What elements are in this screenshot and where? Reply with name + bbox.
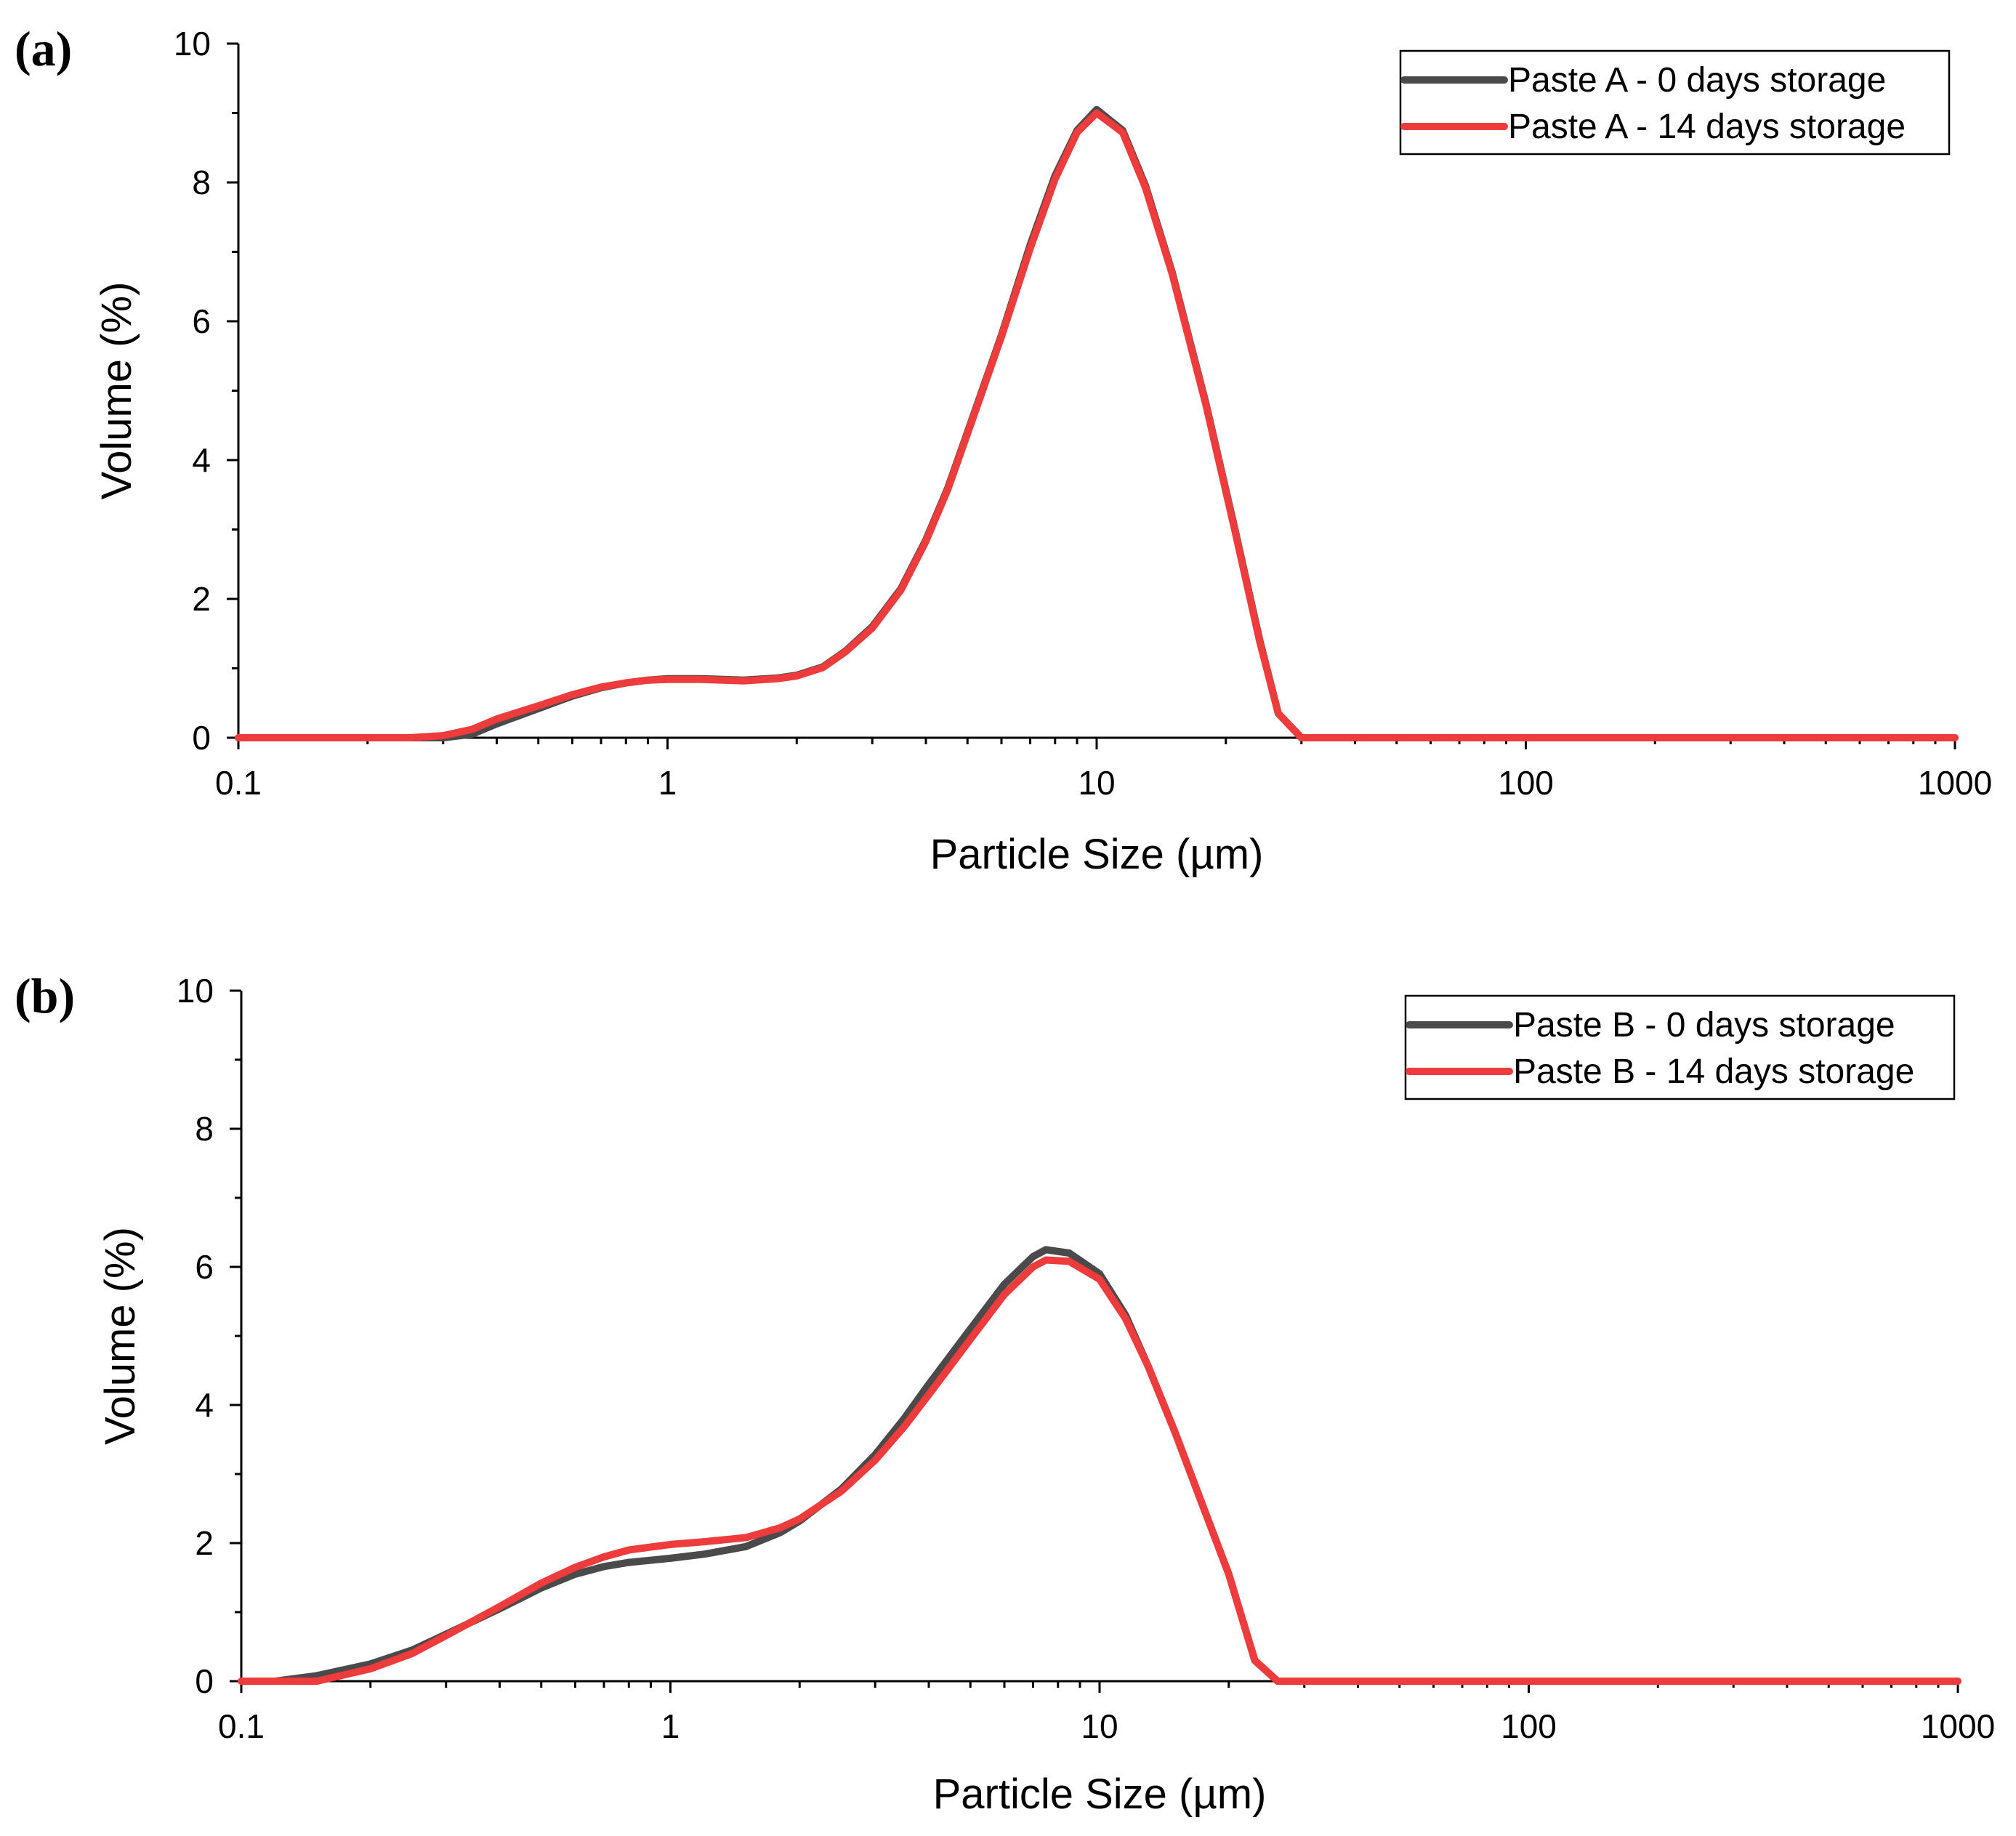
y-tick-label: 8 (195, 1110, 214, 1148)
series-line-0-days (238, 1246, 1961, 1685)
chart-b: 0.1 1 10 100 1000 0 2 4 6 8 10 Particle Size (µm) Vo… (15, 968, 1995, 1818)
y-tick-label: 2 (192, 580, 211, 618)
y-tick-label: 6 (195, 1248, 214, 1286)
panel-label: (a) (15, 21, 72, 76)
legend: Paste A - 0 days storage Paste A - 14 day… (1399, 49, 1951, 156)
x-tick-label: 0.1 (215, 764, 262, 802)
y-tick-label: 6 (192, 302, 211, 340)
series-line-14-days (235, 109, 1959, 741)
y-tick-label: 2 (195, 1524, 214, 1562)
chart-a: 0.1 1 10 100 1000 0 2 4 6 8 10 Particle Size (µm) Vo… (15, 21, 1992, 878)
y-tick-label: 0 (195, 1662, 214, 1700)
x-tick-label: 0.1 (218, 1707, 265, 1745)
series-line-14-days (238, 1256, 1961, 1685)
x-tick-label: 10 (1081, 1707, 1118, 1745)
legend-box (1404, 994, 1956, 1100)
legend-label: Paste B - 0 days storage (1513, 1006, 1895, 1044)
legend: Paste B - 0 days storage Paste B - 14 day… (1404, 994, 1956, 1100)
x-tick-label: 100 (1498, 764, 1554, 802)
y-tick-label: 10 (174, 25, 211, 63)
series-line-0-days (235, 105, 1959, 741)
y-tick-label: 10 (177, 972, 214, 1010)
legend-label: Paste A - 14 days storage (1508, 108, 1906, 146)
legend-label: Paste B - 14 days storage (1513, 1052, 1914, 1091)
x-tick-label: 100 (1501, 1707, 1557, 1745)
legend-box (1399, 49, 1951, 156)
y-axis-title: Volume (%) (97, 1227, 144, 1445)
y-axis-title: Volume (%) (93, 282, 140, 500)
y-tick-label: 8 (192, 164, 211, 201)
x-tick-label: 1000 (1921, 1707, 1995, 1745)
x-tick-label: 1000 (1918, 764, 1992, 802)
x-axis-title: Particle Size (µm) (933, 1771, 1267, 1818)
x-tick-label: 1 (658, 764, 677, 802)
x-tick-label: 10 (1078, 764, 1115, 802)
panel-label: (b) (15, 968, 75, 1023)
y-tick-label: 0 (192, 719, 211, 757)
y-tick-label: 4 (192, 441, 211, 479)
x-tick-label: 1 (661, 1707, 680, 1745)
y-tick-label: 4 (195, 1386, 214, 1424)
x-axis-title: Particle Size (µm) (930, 831, 1264, 878)
legend-label: Paste A - 0 days storage (1508, 61, 1886, 100)
